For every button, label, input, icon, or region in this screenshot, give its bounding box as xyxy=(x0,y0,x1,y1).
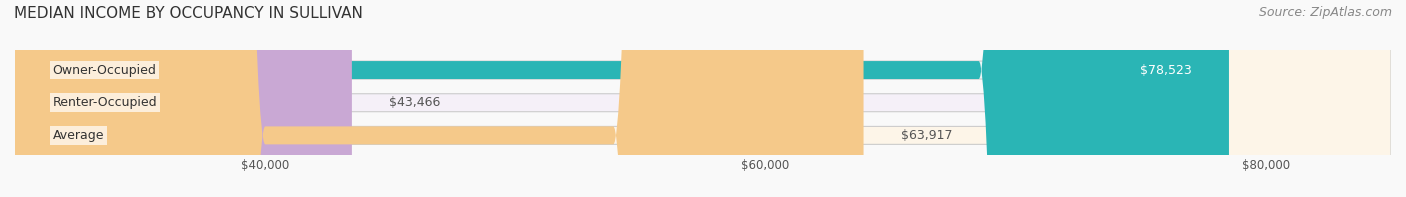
Text: Renter-Occupied: Renter-Occupied xyxy=(52,96,157,109)
Text: $43,466: $43,466 xyxy=(389,96,441,109)
FancyBboxPatch shape xyxy=(15,0,1391,197)
Text: $63,917: $63,917 xyxy=(901,129,953,142)
FancyBboxPatch shape xyxy=(15,0,1391,197)
Text: $78,523: $78,523 xyxy=(1140,64,1191,77)
FancyBboxPatch shape xyxy=(15,0,1229,197)
FancyBboxPatch shape xyxy=(15,0,863,197)
Text: Owner-Occupied: Owner-Occupied xyxy=(52,64,156,77)
FancyBboxPatch shape xyxy=(15,0,1391,197)
FancyBboxPatch shape xyxy=(15,0,352,197)
Text: Average: Average xyxy=(52,129,104,142)
Text: Source: ZipAtlas.com: Source: ZipAtlas.com xyxy=(1258,6,1392,19)
Text: MEDIAN INCOME BY OCCUPANCY IN SULLIVAN: MEDIAN INCOME BY OCCUPANCY IN SULLIVAN xyxy=(14,6,363,21)
